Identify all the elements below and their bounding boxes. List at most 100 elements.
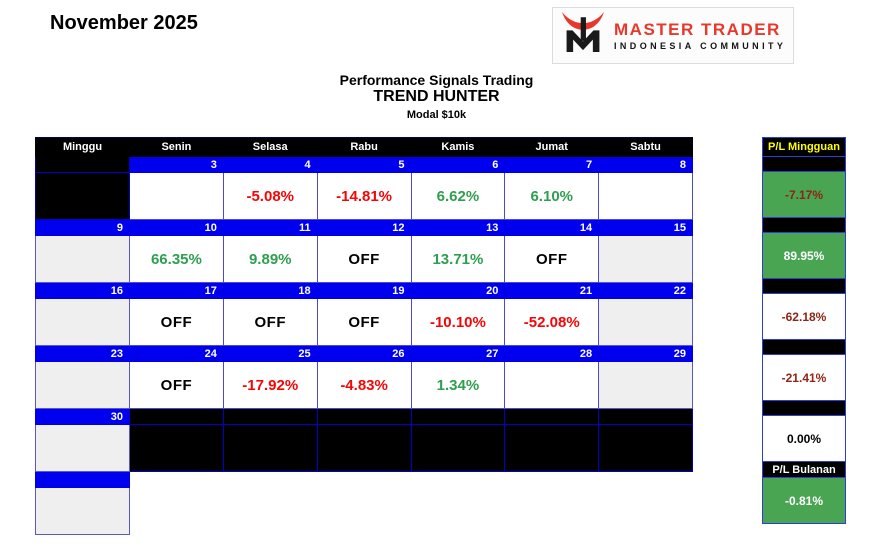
day-value-cell: [317, 425, 412, 472]
date-cell: 19: [317, 283, 412, 299]
date-cell: [35, 472, 130, 488]
day-value-cell: OFF: [130, 362, 224, 409]
date-cell: 16: [35, 283, 130, 299]
value-row-week-2: 66.35% 9.89% OFF 13.71% OFF: [35, 236, 693, 283]
day-header-row: Minggu Senin Selasa Rabu Kamis Jumat Sabtu: [35, 137, 693, 157]
day-value-cell: [412, 488, 506, 535]
date-cell: [130, 409, 224, 425]
date-cell: 28: [505, 346, 600, 362]
date-cell: 8: [599, 157, 693, 173]
day-value-cell: [130, 488, 224, 535]
date-cell: [412, 472, 506, 488]
date-cell: 30: [35, 409, 130, 425]
value-row-week-5: [35, 425, 693, 472]
day-header-sabtu: Sabtu: [599, 137, 693, 157]
date-cell: 6: [411, 157, 506, 173]
date-cell: 26: [317, 346, 412, 362]
date-row-week-3: 16 17 18 19 20 21 22: [35, 283, 693, 299]
date-cell: [223, 409, 318, 425]
date-row-week-2: 9 10 11 12 13 14 15: [35, 220, 693, 236]
date-cell: [599, 409, 693, 425]
date-cell: 7: [505, 157, 600, 173]
date-cell: [505, 409, 600, 425]
value-row-week-3: OFF OFF OFF -10.10% -52.08%: [35, 299, 693, 346]
date-cell: [35, 157, 130, 173]
day-header-jumat: Jumat: [505, 137, 600, 157]
day-value-cell: [505, 488, 599, 535]
day-value-cell: [505, 362, 600, 409]
performance-calendar: Minggu Senin Selasa Rabu Kamis Jumat Sabtu 3 4 5 6…: [35, 137, 693, 535]
date-cell: 12: [317, 220, 412, 236]
date-cell: 11: [223, 220, 318, 236]
date-cell: [505, 472, 599, 488]
date-cell: 17: [130, 283, 224, 299]
date-cell: 21: [505, 283, 600, 299]
brand-subtitle: INDONESIA COMMUNITY: [614, 41, 787, 52]
day-value-cell: [224, 488, 318, 535]
day-value-cell: -10.10%: [411, 299, 506, 346]
day-value-cell: [599, 173, 693, 220]
date-cell: 25: [223, 346, 318, 362]
date-cell: [411, 409, 506, 425]
day-header-minggu: Minggu: [35, 137, 130, 157]
date-cell: 13: [411, 220, 506, 236]
date-row-week-6: [35, 472, 693, 488]
day-value-cell: [130, 173, 224, 220]
weekly-pl-header: P/L Mingguan: [762, 137, 846, 157]
day-value-cell: [35, 362, 130, 409]
weekly-pl-value: -62.18%: [762, 293, 846, 340]
strategy-name: TREND HUNTER: [373, 88, 500, 106]
weekly-pl-value: -21.41%: [762, 354, 846, 401]
day-value-cell: -14.81%: [317, 173, 412, 220]
day-value-cell: [411, 425, 506, 472]
day-value-cell: 13.71%: [411, 236, 506, 283]
report-header: Performance Signals Trading TREND HUNTER…: [0, 72, 873, 121]
day-header-selasa: Selasa: [223, 137, 318, 157]
date-row-week-5: 30: [35, 409, 693, 425]
weekly-pl-value: -7.17%: [762, 171, 846, 218]
sidebar-spacer: [762, 400, 846, 416]
day-value-cell: OFF: [505, 236, 600, 283]
day-value-cell: [599, 299, 693, 346]
date-cell: 18: [223, 283, 318, 299]
brand-logo: MASTER TRADER INDONESIA COMMUNITY: [552, 7, 794, 64]
day-value-cell: [599, 236, 693, 283]
day-value-cell: [35, 488, 130, 535]
value-row-week-1: -5.08% -14.81% 6.62% 6.10%: [35, 173, 693, 220]
day-value-cell: OFF: [317, 299, 412, 346]
day-value-cell: [318, 488, 412, 535]
day-value-cell: -52.08%: [505, 299, 600, 346]
date-cell: 10: [130, 220, 224, 236]
date-cell: [599, 472, 693, 488]
master-trader-monogram-icon: [560, 7, 606, 64]
day-value-cell: [130, 425, 224, 472]
day-value-cell: OFF: [223, 299, 318, 346]
value-row-week-4: OFF -17.92% -4.83% 1.34%: [35, 362, 693, 409]
date-cell: [130, 472, 224, 488]
day-value-cell: OFF: [317, 236, 412, 283]
date-cell: 29: [599, 346, 693, 362]
sidebar-spacer: [762, 278, 846, 294]
date-cell: 15: [599, 220, 693, 236]
page-title: November 2025: [50, 12, 198, 34]
day-value-cell: -4.83%: [317, 362, 412, 409]
weekly-pl-value: 89.95%: [762, 232, 846, 279]
date-cell: 14: [505, 220, 600, 236]
sidebar-spacer: [762, 339, 846, 355]
date-cell: 9: [35, 220, 130, 236]
day-value-cell: -5.08%: [223, 173, 318, 220]
day-value-cell: 9.89%: [223, 236, 318, 283]
monthly-pl-header: P/L Bulanan: [762, 461, 846, 478]
date-cell: [224, 472, 318, 488]
date-cell: 4: [223, 157, 318, 173]
sidebar-spacer: [762, 217, 846, 233]
day-value-cell: [599, 425, 693, 472]
date-cell: 20: [411, 283, 506, 299]
date-row-week-4: 23 24 25 26 27 28 29: [35, 346, 693, 362]
day-value-cell: 6.62%: [411, 173, 506, 220]
day-value-cell: [35, 236, 130, 283]
day-header-kamis: Kamis: [411, 137, 506, 157]
date-cell: 22: [599, 283, 693, 299]
date-cell: [318, 472, 412, 488]
day-header-senin: Senin: [130, 137, 224, 157]
